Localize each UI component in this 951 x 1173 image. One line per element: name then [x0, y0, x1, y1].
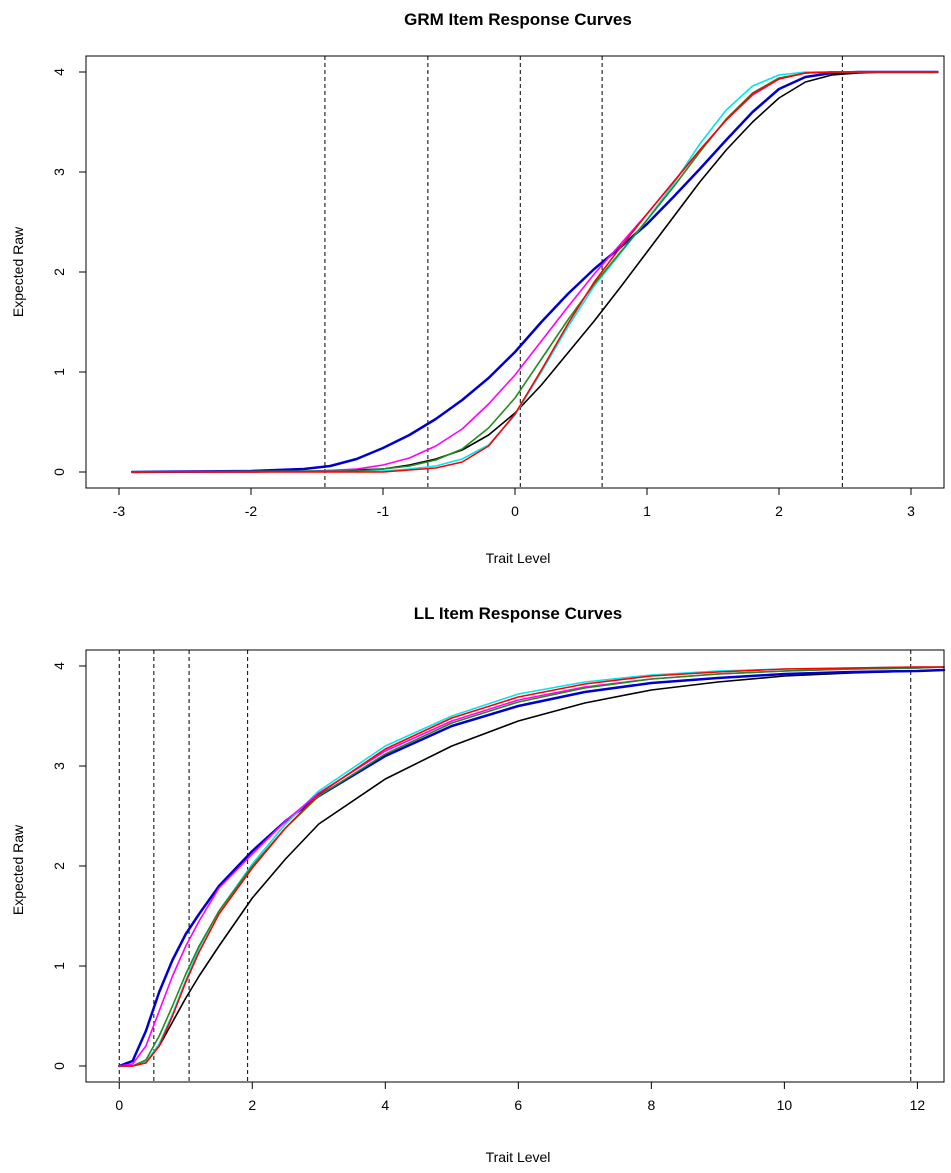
- x-tick-label: 2: [248, 1097, 256, 1113]
- x-tick-label: -1: [377, 503, 390, 519]
- series-line: [118, 666, 945, 1067]
- x-tick-label: 8: [647, 1097, 655, 1113]
- x-tick-label: 0: [115, 1097, 123, 1113]
- x-tick-label: 1: [643, 503, 651, 519]
- x-axis: 0 2 4 6 8 10 12: [115, 1082, 925, 1113]
- y-tick-label: 3: [51, 762, 67, 770]
- series-line: [118, 668, 946, 1068]
- series-line: [131, 71, 939, 473]
- series-line: [131, 71, 939, 473]
- x-tick-label: 10: [777, 1097, 793, 1113]
- x-axis: -3 -2 -1 0 1 2 3: [113, 488, 915, 519]
- series-line: [130, 70, 939, 474]
- y-tick-label: 1: [51, 368, 67, 376]
- x-tick-label: 3: [907, 503, 915, 519]
- series-line: [131, 71, 939, 473]
- plot-frame: [85, 55, 945, 489]
- y-tick-label: 4: [51, 662, 67, 670]
- x-tick-label: 12: [910, 1097, 926, 1113]
- y-tick-label: 0: [51, 1062, 67, 1070]
- x-tick-label: -3: [113, 503, 126, 519]
- chart-title: LL Item Response Curves: [414, 604, 622, 623]
- chart-title: GRM Item Response Curves: [404, 10, 632, 29]
- y-axis: 0 1 2 3 4: [51, 68, 86, 476]
- series-line: [118, 666, 945, 1067]
- plot-frame: [85, 649, 945, 1083]
- y-tick-label: 2: [51, 862, 67, 870]
- x-tick-label: 6: [514, 1097, 522, 1113]
- y-tick-label: 3: [51, 168, 67, 176]
- x-axis-label: Trait Level: [486, 550, 551, 566]
- chart-ll: LL Item Response Curves Trait Level Expe…: [10, 604, 946, 1165]
- x-tick-label: -2: [245, 503, 258, 519]
- x-axis-label: Trait Level: [486, 1149, 551, 1165]
- series-layer: [118, 666, 946, 1068]
- x-tick-label: 4: [381, 1097, 389, 1113]
- series-line: [118, 666, 945, 1067]
- series-line: [118, 666, 945, 1067]
- series-line: [118, 669, 945, 1067]
- reference-lines: [324, 56, 843, 488]
- series-layer: [130, 70, 939, 474]
- x-tick-label: 2: [775, 503, 783, 519]
- y-axis-label: Expected Raw: [10, 824, 26, 915]
- chart-grm: GRM Item Response Curves Trait Level Exp…: [10, 10, 945, 566]
- y-axis: 0 1 2 3 4: [51, 662, 86, 1070]
- y-tick-label: 4: [51, 68, 67, 76]
- series-line: [131, 71, 939, 473]
- series-line: [131, 71, 939, 473]
- x-tick-label: 0: [511, 503, 519, 519]
- y-axis-label: Expected Raw: [10, 226, 26, 317]
- y-tick-label: 1: [51, 962, 67, 970]
- y-tick-label: 2: [51, 268, 67, 276]
- y-tick-label: 0: [51, 468, 67, 476]
